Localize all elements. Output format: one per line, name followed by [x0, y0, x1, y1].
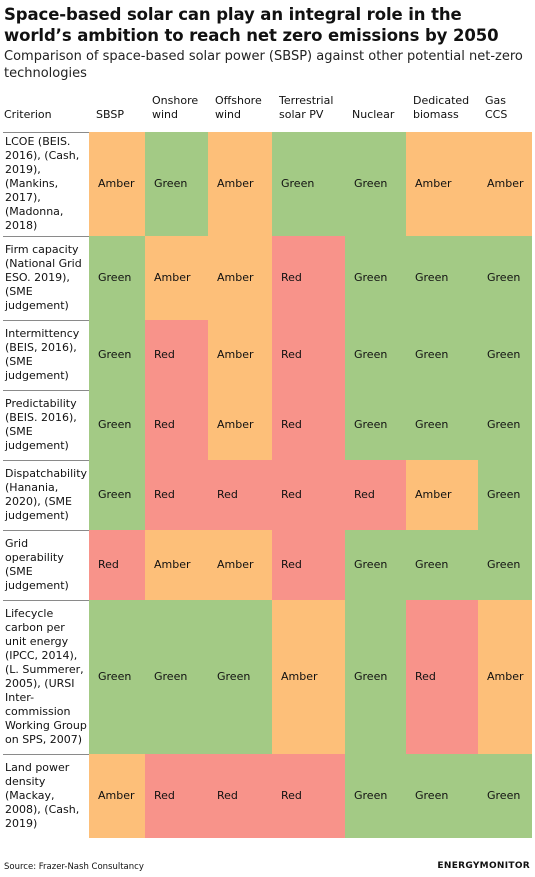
rating-cell: Green: [406, 390, 478, 460]
table-row: Predictability (BEIS. 2016), (SME judgem…: [3, 389, 532, 460]
column-header-onshore-wind: Onshore wind: [152, 94, 199, 121]
rating-cell: Red: [272, 754, 345, 838]
rating-cell: Green: [145, 600, 208, 754]
rating-cell: Green: [345, 320, 406, 390]
rating-cell: Green: [478, 236, 532, 320]
criterion-cell: Dispatchability (Hanania, 2020), (SME ju…: [3, 459, 89, 530]
chart-subtitle: Comparison of space-based solar power (S…: [4, 49, 523, 81]
rating-cell: Red: [272, 320, 345, 390]
rating-cell: Green: [478, 530, 532, 600]
column-header-offshore-wind: Offshore wind: [215, 94, 262, 121]
rating-cell: Red: [89, 530, 145, 600]
rating-cell: Amber: [272, 600, 345, 754]
rating-cell: Green: [272, 132, 345, 236]
rating-cell: Green: [345, 600, 406, 754]
rating-cell: Amber: [478, 600, 532, 754]
column-header-gas-ccs: Gas CCS: [485, 94, 508, 121]
rating-cell: Green: [406, 320, 478, 390]
rating-cell: Amber: [208, 320, 272, 390]
rating-cell: Green: [345, 132, 406, 236]
rating-cell: Green: [406, 236, 478, 320]
rating-cell: Amber: [89, 754, 145, 838]
table-row: Lifecycle carbon per unit energy (IPCC, …: [3, 599, 532, 754]
chart-header: Space-based solar can play an integral r…: [4, 4, 532, 82]
rating-cell: Amber: [208, 530, 272, 600]
rating-cell: Amber: [406, 132, 478, 236]
column-header-dedicated-biomass: Dedicated biomass: [413, 94, 470, 121]
table-row: Dispatchability (Hanania, 2020), (SME ju…: [3, 459, 532, 530]
criterion-cell: Grid operability (SME judgement): [3, 529, 89, 600]
criterion-cell: Land power density (Mackay, 2008), (Cash…: [3, 753, 89, 838]
rating-cell: Green: [345, 754, 406, 838]
rating-cell: Amber: [406, 460, 478, 530]
rating-cell: Green: [89, 460, 145, 530]
rating-cell: Green: [145, 132, 208, 236]
rating-cell: Red: [406, 600, 478, 754]
table-row: Intermittency (BEIS, 2016), (SME judgeme…: [3, 319, 532, 390]
rating-cell: Red: [145, 320, 208, 390]
rating-cell: Amber: [208, 236, 272, 320]
table-row: LCOE (BEIS. 2016), (Cash, 2019), (Mankin…: [3, 131, 532, 236]
rating-cell: Red: [208, 460, 272, 530]
rating-cell: Red: [145, 460, 208, 530]
rating-cell: Red: [208, 754, 272, 838]
table-row: Land power density (Mackay, 2008), (Cash…: [3, 753, 532, 838]
table-row: Grid operability (SME judgement) Red Amber…: [3, 529, 532, 600]
criterion-cell: Intermittency (BEIS, 2016), (SME judgeme…: [3, 319, 89, 390]
rating-cell: Green: [478, 320, 532, 390]
rating-cell: Red: [272, 236, 345, 320]
rating-cell: Green: [345, 236, 406, 320]
rating-cell: Green: [478, 754, 532, 838]
rating-cell: Green: [208, 600, 272, 754]
column-header-nuclear: Nuclear: [352, 108, 395, 121]
rating-cell: Amber: [89, 132, 145, 236]
rating-cell: Green: [478, 390, 532, 460]
table-body: LCOE (BEIS. 2016), (Cash, 2019), (Mankin…: [3, 131, 532, 838]
rating-cell: Red: [272, 530, 345, 600]
criterion-cell: Firm capacity (National Grid ESO. 2019),…: [3, 235, 89, 320]
rating-cell: Amber: [145, 530, 208, 600]
column-header-sbsp: SBSP: [96, 108, 124, 121]
rating-cell: Red: [272, 390, 345, 460]
rating-cell: Red: [145, 390, 208, 460]
rating-cell: Red: [345, 460, 406, 530]
rating-cell: Green: [89, 390, 145, 460]
brand-logo: ENERGYMONITOR: [437, 861, 530, 871]
rating-cell: Green: [406, 754, 478, 838]
column-header-criterion: Criterion: [4, 107, 52, 121]
table-row: Firm capacity (National Grid ESO. 2019),…: [3, 235, 532, 320]
rating-cell: Green: [345, 530, 406, 600]
rating-cell: Green: [89, 236, 145, 320]
rating-cell: Green: [478, 460, 532, 530]
rating-cell: Amber: [145, 236, 208, 320]
source-note: Source: Frazer-Nash Consultancy: [4, 862, 144, 872]
header-row: Criterion SBSP Onshore wind Offshore win…: [3, 94, 532, 132]
chart-title: Space-based solar can play an integral r…: [4, 5, 499, 45]
column-header-terrestrial-solar-pv: Terrestrial solar PV: [279, 94, 334, 121]
comparison-table: Criterion SBSP Onshore wind Offshore win…: [3, 94, 532, 838]
rating-cell: Green: [89, 320, 145, 390]
criterion-cell: LCOE (BEIS. 2016), (Cash, 2019), (Mankin…: [3, 131, 89, 236]
rating-cell: Red: [145, 754, 208, 838]
rating-cell: Amber: [478, 132, 532, 236]
rating-cell: Amber: [208, 390, 272, 460]
rating-cell: Green: [89, 600, 145, 754]
rating-cell: Amber: [208, 132, 272, 236]
criterion-cell: Predictability (BEIS. 2016), (SME judgem…: [3, 389, 89, 460]
rating-cell: Green: [345, 390, 406, 460]
criterion-cell: Lifecycle carbon per unit energy (IPCC, …: [3, 599, 89, 754]
rating-cell: Red: [272, 460, 345, 530]
rating-cell: Green: [406, 530, 478, 600]
